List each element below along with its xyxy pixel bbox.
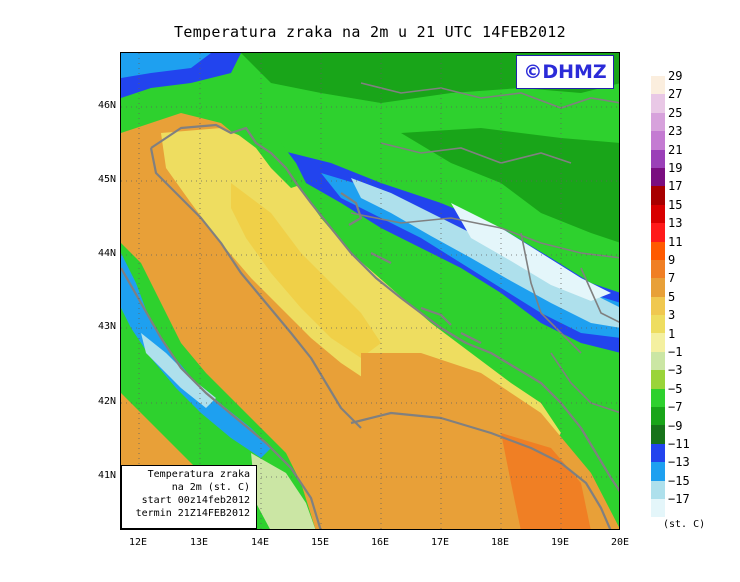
lat-tick-42n: 42N xyxy=(97,396,116,407)
map-canvas xyxy=(121,53,619,529)
colorbar-label: 13 xyxy=(668,216,683,231)
colorbar-swatch xyxy=(651,370,665,389)
colorbar-swatch xyxy=(651,462,665,481)
colorbar-swatch xyxy=(651,259,665,279)
colorbar-label: 29 xyxy=(668,69,683,83)
colorbar-label: −11 xyxy=(668,437,690,451)
colorbar-label: −13 xyxy=(668,455,690,470)
lat-tick-46n: 46N xyxy=(97,100,116,111)
colorbar-label: −3 xyxy=(668,363,683,378)
temperature-map xyxy=(120,52,620,530)
info-line-2: na 2m (st. C) xyxy=(171,482,250,493)
lat-tick-41n: 41N xyxy=(97,470,116,481)
colorbar-swatch xyxy=(651,186,665,205)
colorbar-swatch xyxy=(651,425,665,444)
info-line-4: termin 21Z14FEB2012 xyxy=(135,508,250,519)
info-box: Temperatura zraka na 2m (st. C) start 00… xyxy=(121,465,257,529)
colorbar-label: 23 xyxy=(668,124,683,139)
colorbar-swatch xyxy=(651,278,665,297)
colorbar-label: −1 xyxy=(668,345,683,359)
colorbar-swatch xyxy=(651,149,665,168)
borders xyxy=(350,82,619,414)
colorbar-swatch xyxy=(651,223,665,242)
map-title: Temperatura zraka na 2m u 21 UTC 14FEB20… xyxy=(174,23,566,41)
colorbar-swatch xyxy=(651,167,665,187)
lon-tick-15e: 15E xyxy=(310,537,330,548)
colorbar-label: 3 xyxy=(668,308,676,323)
colorbar-label: 21 xyxy=(668,142,683,157)
colorbar-label: −5 xyxy=(668,381,683,396)
colorbar-swatch xyxy=(651,112,665,132)
colorbar-label: 5 xyxy=(668,289,676,304)
lat-lon-grid xyxy=(121,53,619,529)
colorbar-label: 19 xyxy=(668,161,683,175)
info-line-1: Temperatura zraka xyxy=(147,469,250,480)
lon-tick-13e: 13E xyxy=(189,537,209,548)
colorbar-swatch xyxy=(651,315,665,334)
lon-tick-17e: 17E xyxy=(430,537,450,548)
colorbar-unit: (st. C) xyxy=(663,519,706,530)
colorbar-swatch xyxy=(651,204,665,224)
colorbar-label: 17 xyxy=(668,179,683,194)
colorbar-label: 11 xyxy=(668,234,683,249)
colorbar-label: −9 xyxy=(668,418,683,433)
colorbar xyxy=(651,76,665,518)
colorbar-swatch xyxy=(651,388,665,408)
coastlines xyxy=(121,123,619,529)
lon-tick-16e: 16E xyxy=(370,537,390,548)
lat-tick-43n: 43N xyxy=(97,321,116,332)
lon-tick-18e: 18E xyxy=(490,537,510,548)
colorbar-swatch xyxy=(651,241,665,260)
lon-tick-12e: 12E xyxy=(128,537,148,548)
colorbar-label: 9 xyxy=(668,253,676,267)
lat-tick-44n: 44N xyxy=(97,248,116,259)
colorbar-swatch xyxy=(651,131,665,150)
dhmz-logo: ©DHMZ xyxy=(516,55,614,89)
info-line-3: start 00z14feb2012 xyxy=(141,495,250,506)
colorbar-label: 25 xyxy=(668,105,683,120)
colorbar-swatch xyxy=(651,351,665,371)
colorbar-swatch xyxy=(651,296,665,316)
colorbar-label: 1 xyxy=(668,326,676,341)
colorbar-label: −15 xyxy=(668,473,690,488)
colorbar-swatch xyxy=(651,498,665,518)
colorbar-label: −7 xyxy=(668,400,683,415)
lon-tick-19e: 19E xyxy=(550,537,570,548)
lon-tick-20e: 20E xyxy=(610,537,630,548)
lon-tick-14e: 14E xyxy=(250,537,270,548)
colorbar-label: 7 xyxy=(668,271,676,286)
colorbar-label: 27 xyxy=(668,87,683,102)
colorbar-swatch xyxy=(651,407,665,426)
colorbar-swatch xyxy=(651,333,665,352)
colorbar-swatch xyxy=(651,76,665,95)
colorbar-label: −17 xyxy=(668,492,690,507)
colorbar-swatch xyxy=(651,94,665,113)
colorbar-label: 15 xyxy=(668,197,683,212)
colorbar-swatch xyxy=(651,443,665,463)
colorbar-swatch xyxy=(651,480,665,499)
lat-tick-45n: 45N xyxy=(97,174,116,185)
